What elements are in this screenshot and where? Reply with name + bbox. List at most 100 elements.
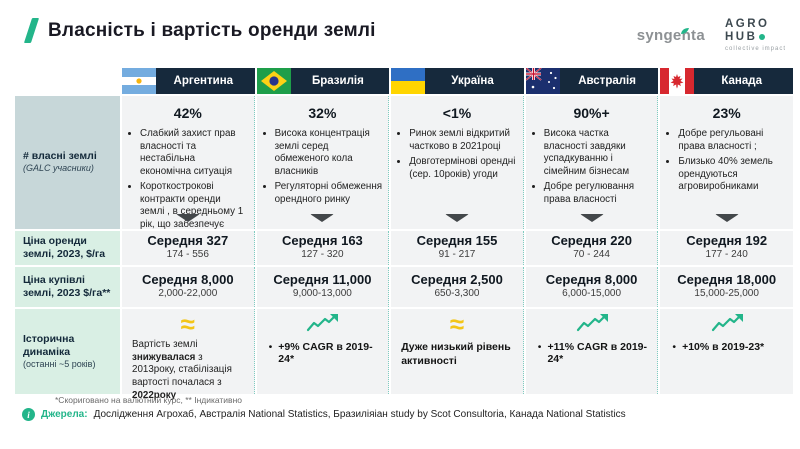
dynamics-cell: • +10% в 2019-23* [660,309,793,394]
country-name: Україна [451,75,494,87]
rent-range: 70 - 244 [573,249,610,261]
rent-cell: Середня 220 70 - 244 [525,231,659,265]
triangle-down-icon [444,214,469,222]
growth-arrow-icon [257,313,389,337]
rent-cell: Середня 163 127 - 320 [256,231,390,265]
info-icon: i [22,408,35,421]
dynamics-text: • +11% CAGR в 2019-24* [537,341,648,365]
country-name: Аргентина [173,75,234,87]
australia-flag-icon [525,68,560,94]
country-name: Канада [721,75,762,87]
ownership-cell: 32% Висока концентрація землі серед обме… [256,96,390,229]
growth-arrow-icon [526,313,658,337]
purchase-range: 650-3,300 [434,288,480,300]
agrohub-tagline: collective impact [724,46,786,53]
rent-average: Середня 327 [147,233,229,249]
bullet-point: Добре регульовані права власності ; [678,128,787,153]
triangle-down-icon [175,214,200,222]
sources-label: Джерела: [41,409,88,420]
ownership-sublabel: (GALC учасники) [23,163,94,174]
bullet-point: Слабкий захист прав власності та нестабі… [140,128,248,178]
rent-average: Середня 192 [686,233,768,249]
country-header: Бразилія [256,68,390,94]
rent-range: 127 - 320 [301,249,344,261]
purchase-cell: Середня 8,000 2,000-22,000 [122,267,255,307]
brazil-flag-icon [256,68,291,94]
ownership-cell: <1% Ринок землі відкритий частково в 202… [391,96,524,229]
dynamics-cell: • +9% CAGR в 2019-24* [256,309,390,394]
rent-average: Середня 220 [551,233,632,249]
dynamics-text: • +10% в 2019-23* [672,341,765,353]
ownership-points: Добре регульовані права власності ; Близ… [678,128,787,194]
rent-range: 174 - 556 [166,249,209,261]
ukraine-flag-icon [391,68,426,94]
triangle-down-icon [579,214,604,222]
bullet-point: Висока частка власності завдяки успадкув… [544,128,652,178]
sources-line: i Джерела: Дослідження Агрохаб, Австралі… [22,408,626,421]
triangle-down-icon [310,214,335,222]
dynamics-cell: ≈ Вартість землі знижувалася з 2013року,… [122,309,255,401]
dynamics-text: • +9% CAGR в 2019-24* [268,341,373,365]
country-column-canada: Канада 23% Добре регульовані права власн… [660,68,793,394]
row-label-dynamics: Історична динаміка (останні ~5 років) [15,309,120,394]
purchase-average: Середня 11,000 [273,272,372,288]
country-header: Україна [391,68,524,94]
dynamics-text: Дуже низький рівень активності [401,341,511,367]
purchase-cell: Середня 11,000 9,000-13,000 [256,267,390,307]
ownership-cell: 90%+ Висока частка власності завдяки усп… [525,96,659,229]
ownership-percent: 23% [712,105,741,121]
purchase-average: Середня 18,000 [677,272,777,288]
syngenta-logo: syngenta [637,27,705,44]
purchase-range: 6,000-15,000 [562,288,622,300]
purchase-average: Середня 8,000 [141,272,234,288]
bullet-point: Ринок землі відкритий частково в 2021роц… [409,128,517,153]
purchase-average: Середня 2,500 [411,272,503,288]
purchase-label: Ціна купівлі землі, 2023 $/га** [23,273,111,299]
ownership-label: # власні землі [23,150,97,163]
agrohub-line1: AGRO [724,18,770,30]
rent-cell: Середня 155 91 - 217 [391,231,524,265]
dynamics-sublabel: (останні ~5 років) [23,359,96,369]
rent-cell: Середня 192 177 - 240 [660,231,793,265]
growth-arrow-icon [660,313,793,337]
row-labels-column: # власні землі (GALC учасники) Ціна орен… [15,68,120,394]
agrohub-line2: HUB [725,31,786,44]
dynamics-cell: • +11% CAGR в 2019-24* [525,309,659,394]
row-label-rent: Ціна оренди землі, 2023, $/га [15,231,120,265]
rent-range: 177 - 240 [705,249,748,261]
green-slash-icon [23,18,40,43]
ownership-cell: 23% Добре регульовані права власності ; … [660,96,793,229]
ownership-percent: <1% [442,105,472,121]
purchase-cell: Середня 18,000 15,000-25,000 [660,267,793,307]
triangle-down-icon [714,214,739,222]
country-header: Канада [660,68,793,94]
bullet-point: Близько 40% земель орендуються агровироб… [678,156,787,194]
flat-wave-icon: ≈ [449,309,465,339]
bullet-point: Добре регулювання права власності [544,181,652,206]
bullet-point: Довготермінові орендні (сер. 10років) уг… [409,156,517,181]
rent-cell: Середня 327 174 - 556 [122,231,255,265]
footnote: *Скориговано на валютний курс, ** Індика… [55,395,242,405]
purchase-cell: Середня 2,500 650-3,300 [391,267,524,307]
argentina-flag-icon [122,68,156,94]
country-column-argentina: Аргентина 42% Слабкий захист прав власно… [122,68,255,401]
rent-range: 91 - 217 [438,249,476,261]
purchase-range: 9,000-13,000 [292,288,352,300]
purchase-range: 2,000-22,000 [158,288,218,300]
country-name: Бразилія [311,75,364,87]
rent-average: Середня 155 [416,233,498,249]
ownership-percent: 32% [308,105,337,121]
header-spacer [15,68,120,94]
country-column-ukraine: Україна <1% Ринок землі відкритий частко… [391,68,524,394]
flat-wave-icon: ≈ [180,309,195,339]
purchase-average: Середня 8,000 [545,272,638,288]
dynamics-text: Вартість землі знижувалася з 2013року, с… [132,339,232,401]
leaf-icon [680,22,690,39]
purchase-cell: Середня 8,000 6,000-15,000 [525,267,659,307]
ownership-percent: 42% [173,105,202,121]
ownership-percent: 90%+ [573,105,610,121]
logos: syngenta AGRO HUB collective impact [637,18,786,52]
country-name: Австралія [578,75,636,87]
ownership-points: Ринок землі відкритий частково в 2021роц… [409,128,517,181]
ownership-points: Висока концентрація землі серед обмежено… [275,128,383,206]
